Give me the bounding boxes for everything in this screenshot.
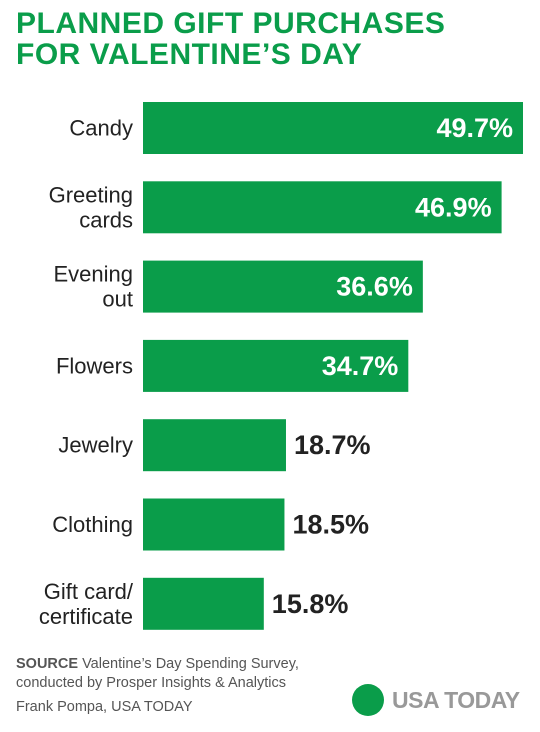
source-note: SOURCE Valentine’s Day Spending Survey, … [16, 655, 299, 693]
category-label: Gift card/ [44, 579, 134, 604]
bar [143, 577, 264, 630]
bar [143, 339, 409, 392]
value-label: 36.6% [336, 272, 413, 302]
usa-today-dot-icon [352, 684, 384, 716]
source-label: SOURCE [16, 656, 79, 672]
category-label: out [102, 287, 133, 312]
bar [143, 260, 423, 313]
title-line-2: FOR VALENTINE’S DAY [16, 38, 363, 71]
value-label: 49.7% [436, 113, 513, 143]
category-label: Jewelry [58, 433, 133, 458]
value-label: 34.7% [322, 351, 399, 381]
bar [143, 102, 523, 154]
bar [143, 498, 285, 551]
bar [143, 419, 286, 472]
credit-line: Frank Pompa, USA TODAY [16, 699, 193, 715]
category-label: Evening [53, 262, 133, 287]
chart-title: PLANNED GIFT PURCHASES FOR VALENTINE’S D… [16, 8, 445, 70]
category-label: Flowers [56, 353, 133, 378]
value-label: 46.9% [415, 192, 492, 222]
bar [143, 181, 502, 234]
category-label: certificate [39, 604, 133, 629]
usa-today-logo: USA TODAY [352, 684, 520, 716]
category-label: Greeting [49, 182, 133, 207]
category-label: cards [79, 207, 133, 232]
value-label: 18.5% [292, 510, 369, 540]
title-line-1: PLANNED GIFT PURCHASES [16, 7, 446, 40]
category-label: Clothing [52, 512, 133, 537]
category-label: Candy [69, 116, 133, 141]
value-label: 15.8% [272, 589, 349, 619]
logo-text: USA TODAY [392, 686, 520, 713]
source-text: Valentine’s Day Spending Survey, [78, 656, 299, 672]
value-label: 18.7% [294, 430, 371, 460]
source-text-2: conducted by Prosper Insights & Analytic… [16, 675, 287, 691]
